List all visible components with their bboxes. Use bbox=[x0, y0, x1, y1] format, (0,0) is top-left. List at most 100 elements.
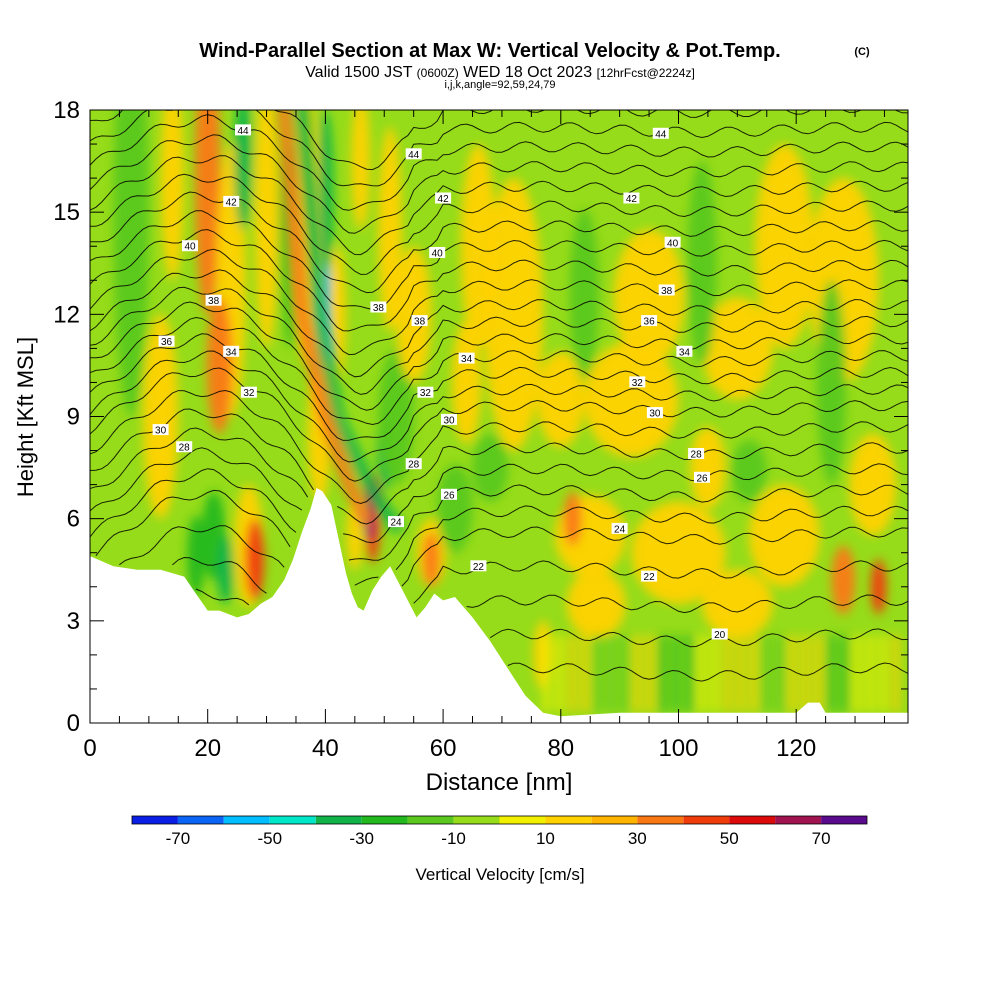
velocity-cell bbox=[378, 348, 414, 485]
theta-contour bbox=[90, 248, 908, 356]
x-tick-label: 0 bbox=[83, 735, 96, 762]
y-tick-label: 6 bbox=[67, 506, 80, 533]
contour-label: 24 bbox=[614, 524, 626, 535]
contour-label-bg bbox=[441, 488, 457, 500]
velocity-cell bbox=[142, 314, 179, 519]
colorbar-swatch bbox=[315, 816, 362, 824]
velocity-cell bbox=[633, 634, 641, 713]
contour-label: 44 bbox=[237, 126, 249, 137]
x-tick-label: 60 bbox=[430, 735, 457, 762]
colorbar-swatch bbox=[545, 816, 592, 824]
contour-label: 28 bbox=[691, 450, 703, 461]
colorbar-tick-label: 30 bbox=[628, 829, 647, 848]
contour-label: 36 bbox=[161, 337, 173, 348]
velocity-cell bbox=[816, 280, 847, 485]
theta-contour bbox=[172, 556, 908, 614]
contour-label: 40 bbox=[184, 242, 196, 253]
contour-label-bg bbox=[652, 127, 669, 139]
contour-label-bg bbox=[370, 301, 387, 313]
theta-contour bbox=[90, 447, 908, 561]
contour-label: 36 bbox=[644, 317, 656, 328]
theta-contour bbox=[507, 662, 908, 682]
velocity-cell bbox=[749, 484, 820, 587]
theta-contours bbox=[90, 110, 908, 682]
velocity-cell bbox=[206, 297, 233, 434]
velocity-cell bbox=[584, 341, 679, 458]
velocity-cell bbox=[755, 144, 814, 349]
velocity-cell bbox=[563, 491, 582, 546]
x-tick-label: 80 bbox=[547, 735, 574, 762]
velocity-cell bbox=[685, 634, 693, 713]
velocity-cell bbox=[543, 634, 550, 713]
velocity-cell bbox=[245, 518, 265, 601]
contour-label-bg bbox=[388, 516, 404, 528]
y-tick-label: 3 bbox=[67, 608, 80, 635]
velocity-cell bbox=[607, 634, 615, 713]
velocity-cell bbox=[472, 433, 508, 502]
contour-label-bg bbox=[676, 345, 693, 357]
contour-label: 28 bbox=[179, 443, 191, 454]
contour-label-bg bbox=[641, 570, 658, 582]
theta-contour bbox=[119, 525, 908, 604]
y-tick-label: 15 bbox=[53, 199, 80, 226]
velocity-cell bbox=[687, 161, 717, 366]
colorbar-swatch bbox=[361, 816, 408, 824]
velocity-cell bbox=[613, 229, 685, 366]
contour-label-bg bbox=[629, 376, 646, 388]
terrain-mask bbox=[90, 488, 908, 723]
contour-label: 32 bbox=[243, 388, 255, 399]
contour-label-bg bbox=[688, 448, 705, 459]
colorbar-label: Vertical Velocity [cm/s] bbox=[415, 865, 584, 884]
colorbar-swatch bbox=[223, 816, 270, 824]
velocity-cell bbox=[690, 426, 726, 509]
theta-contour bbox=[90, 173, 908, 275]
velocity-cell bbox=[594, 634, 602, 713]
velocity-band bbox=[294, 110, 403, 533]
contour-label-bg bbox=[240, 386, 257, 398]
contour-label: 34 bbox=[226, 347, 238, 358]
velocity-cell bbox=[113, 110, 149, 417]
contour-label-bg bbox=[646, 407, 663, 419]
contour-label: 26 bbox=[443, 490, 455, 501]
contour-label-bg bbox=[182, 240, 198, 252]
velocity-cell bbox=[724, 634, 731, 713]
colorbar-tick-label: 70 bbox=[812, 829, 831, 848]
contour-label-bg bbox=[658, 284, 675, 296]
valid-date: WED 18 Oct 2023 bbox=[463, 64, 592, 81]
contour-label-bg bbox=[623, 192, 640, 204]
contour-label: 44 bbox=[655, 129, 667, 140]
contour-label-bg bbox=[611, 522, 628, 534]
colorbar-tick-label: 50 bbox=[720, 829, 739, 848]
velocity-cell bbox=[866, 634, 874, 713]
contour-label: 28 bbox=[408, 460, 420, 471]
x-tick-label: 100 bbox=[658, 735, 698, 762]
theta-contour bbox=[90, 286, 908, 395]
y-tick-label: 9 bbox=[67, 404, 80, 431]
velocity-cell bbox=[789, 634, 796, 713]
contour-label-bg bbox=[664, 236, 681, 248]
theta-contour bbox=[90, 367, 908, 482]
colorbar-tick-label: -70 bbox=[166, 829, 191, 848]
valid-utc: (0600Z) bbox=[417, 66, 459, 80]
velocity-cell bbox=[737, 634, 744, 713]
colorbar-swatch bbox=[821, 816, 867, 824]
colorbar-swatch bbox=[269, 816, 316, 824]
velocity-cell bbox=[484, 178, 544, 451]
velocity-cell bbox=[566, 569, 626, 638]
contour-label: 22 bbox=[644, 572, 656, 583]
x-axis-label: Distance [nm] bbox=[426, 769, 573, 796]
contour-label: 22 bbox=[473, 562, 485, 573]
velocity-cell bbox=[378, 127, 402, 332]
colorbar: -70 -50 -30 -10 10 30 50 70 bbox=[131, 815, 868, 848]
contour-label-bg bbox=[417, 386, 434, 398]
colorbar-swatch bbox=[499, 816, 546, 824]
colorbar-swatch bbox=[407, 816, 454, 824]
x-tick-label: 20 bbox=[194, 735, 221, 762]
contour-label: 38 bbox=[373, 303, 385, 314]
velocity-cell bbox=[672, 634, 680, 713]
theta-contour bbox=[90, 229, 908, 332]
colorbar-frame bbox=[131, 815, 868, 825]
colorbar-swatch bbox=[683, 816, 730, 824]
velocity-cell bbox=[731, 440, 767, 502]
contour-label: 44 bbox=[408, 150, 420, 161]
